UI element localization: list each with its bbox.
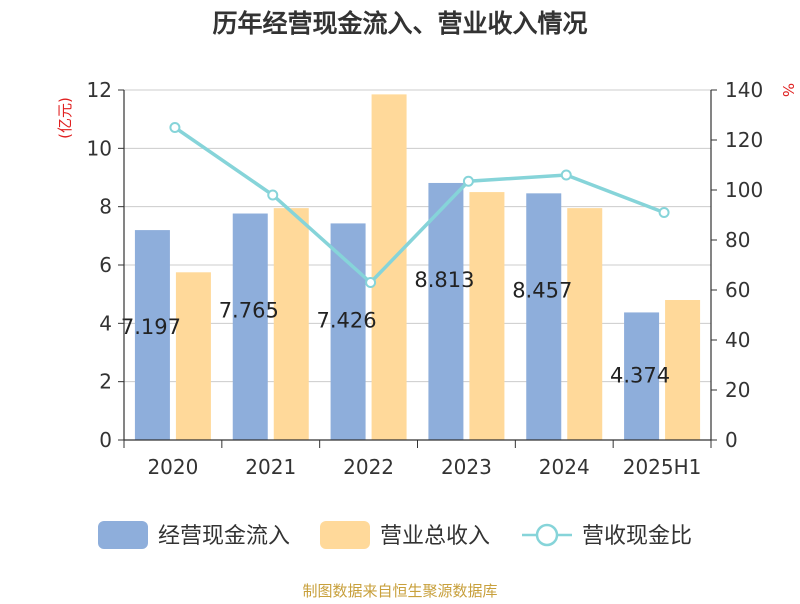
bars [134,94,701,440]
y-axis-label-left: (亿元) [56,97,74,139]
y-tick-label-right: 100 [725,178,763,202]
source-note: 制图数据来自恒生聚源数据库 [302,582,497,600]
x-tick-label: 2023 [441,455,492,479]
y-tick-label-left: 4 [99,311,112,335]
data-label: 7.765 [219,299,279,323]
line-point [658,207,670,218]
line-point [267,189,279,201]
legend: 经营现金流入 营业总收入 营收现金比 [98,521,692,549]
data-label: 8.457 [512,278,572,302]
legend-label-ratio: 营收现金比 [582,524,692,549]
line-point [365,277,377,288]
chart-title: 历年经营现金流入、营业收入情况 [212,9,587,38]
y-tick-label-right: 140 [725,78,763,102]
y-tick-label-right: 60 [725,278,750,302]
y-tick-label-right: 0 [725,428,738,452]
bar-revenue [567,208,603,440]
x-tick-label: 2021 [245,455,296,479]
y-tick-label-left: 8 [99,195,112,219]
line-ratio [173,126,665,285]
line-point [560,169,572,181]
data-label: 7.197 [121,315,181,339]
y-tick-label-left: 0 [99,428,112,452]
y-tick-label-right: 40 [725,328,750,352]
bar-cash-inflow [428,182,464,440]
y-tick-label-right: 120 [725,128,763,152]
x-tick-label: 2025H1 [623,455,702,479]
data-label: 7.426 [317,308,377,332]
x-tick-label: 2022 [343,455,394,479]
legend-marker-ratio [535,523,559,547]
y-tick-label-right: 80 [725,228,750,252]
bar-cash-inflow [232,213,268,440]
bar-revenue [665,300,701,440]
bar-revenue [175,272,211,440]
bar-revenue [469,192,505,440]
bar-cash-inflow [526,193,562,440]
bar-revenue [273,208,309,440]
y-tick-label-left: 2 [99,370,112,394]
bar-cash-inflow [330,223,366,440]
data-label: 8.813 [414,268,474,292]
y-tick-label-left: 10 [87,136,112,160]
y-tick-label-left: 12 [87,78,112,102]
data-labels: 7.197 7.765 7.426 8.813 8.457 4.374 [121,268,670,387]
legend-swatch-cash-inflow [98,521,148,549]
x-tick-label: 2024 [539,455,590,479]
y-tick-label-left: 6 [99,253,112,277]
legend-label-revenue: 营业总收入 [380,524,490,549]
bar-cash-inflow [624,312,660,440]
grid-lines [124,89,711,383]
y-tick-label-right: 20 [725,378,750,402]
bar-cash-inflow [134,230,170,440]
line-point [462,175,474,187]
legend-label-cash-inflow: 经营现金流入 [158,524,290,549]
y-axis-label-right: % [779,83,797,97]
data-label: 4.374 [610,363,670,387]
x-tick-label: 2020 [147,455,198,479]
bar-revenue [371,94,407,440]
ratio-line [169,122,670,288]
legend-swatch-revenue [320,521,370,549]
line-point [169,122,181,133]
